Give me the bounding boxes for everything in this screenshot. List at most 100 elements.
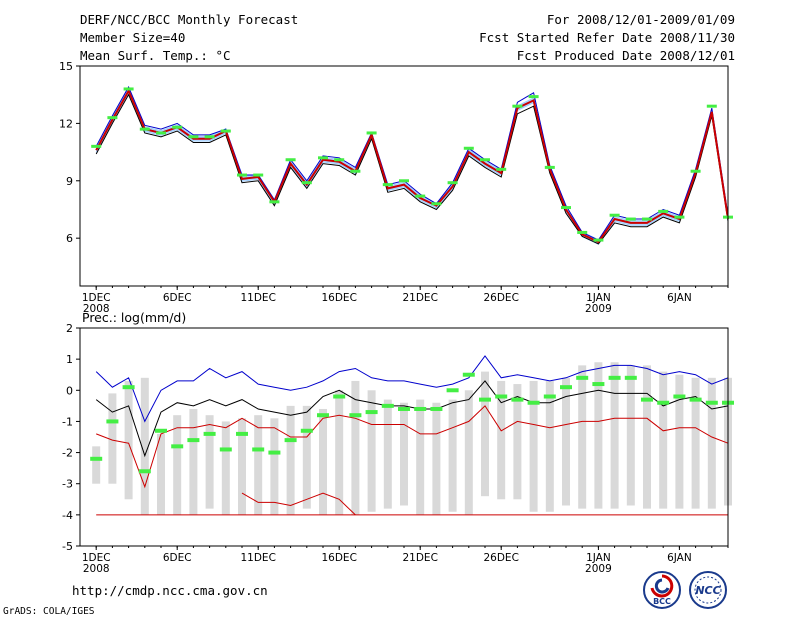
prec-observed-mark: [252, 447, 265, 452]
temp-ytick-label: 15: [59, 60, 73, 73]
temp-observed-mark: [220, 129, 231, 133]
prec-observed-mark: [122, 385, 135, 390]
temp-xtick-year: 2008: [83, 303, 110, 315]
prec-xtick-label: 1JAN: [586, 552, 611, 564]
temp-observed-mark: [690, 169, 701, 173]
prec-min-line: [96, 405, 729, 489]
temp-observed-mark: [188, 135, 199, 139]
temp-member-line: [95, 92, 729, 245]
temp-mean-line: [95, 88, 729, 244]
prec-box: [351, 380, 360, 515]
prec-box: [319, 408, 327, 515]
prec-observed-mark: [673, 394, 686, 399]
prec-observed-mark: [284, 438, 297, 443]
prec-box: [464, 390, 473, 515]
prec-ytick-label: 0: [66, 384, 73, 397]
prec-xtick-year: 2008: [83, 563, 110, 575]
prec-observed-mark: [560, 385, 572, 390]
prec-observed-mark: [576, 375, 589, 380]
prec-box: [124, 380, 133, 500]
prec-box: [529, 380, 538, 512]
prec-box: [578, 365, 587, 509]
temp-xtick-label: 6JAN: [667, 292, 692, 304]
prec-observed-mark: [349, 413, 362, 418]
prec-observed-mark: [203, 431, 216, 436]
temp-observed-mark: [91, 144, 102, 148]
prec-observed-mark: [155, 428, 167, 433]
grads-credit: GrADS: COLA/IGES: [3, 606, 95, 617]
prec-observed-mark: [689, 397, 702, 402]
temp-observed-mark: [593, 238, 604, 242]
temp-ytick-label: 9: [66, 175, 73, 188]
prec-ytick-label: 1: [66, 353, 73, 366]
prec-observed-mark: [657, 400, 670, 405]
temp-observed-mark: [204, 135, 215, 139]
forecast-period: For 2008/12/01-2009/01/09: [546, 12, 735, 27]
temp-member-line: [95, 87, 729, 241]
temp-observed-mark: [382, 183, 393, 187]
prec-observed-mark: [268, 450, 281, 455]
temp-xtick-year: 2009: [585, 303, 612, 315]
source-url[interactable]: http://cmdp.ncc.cma.gov.cn: [72, 583, 268, 598]
temp-observed-mark: [366, 131, 377, 135]
temp-observed-mark: [544, 165, 555, 169]
temp-observed-mark: [561, 206, 571, 210]
prec-box: [383, 399, 392, 509]
prec-observed-mark: [106, 419, 119, 424]
fcst-start-date: Fcst Started Refer Date 2008/11/30: [479, 30, 735, 45]
temp-observed-mark: [496, 167, 507, 171]
temp-lower-line: [95, 93, 729, 245]
prec-observed-mark: [219, 447, 232, 452]
temp-observed-mark: [253, 173, 264, 177]
temp-observed-mark: [350, 169, 361, 173]
prec-xtick-year: 2009: [585, 563, 612, 575]
prec-box: [221, 421, 230, 515]
prec-observed-mark: [414, 406, 427, 411]
prec-mean-line: [95, 380, 729, 458]
member-size: Member Size=40: [80, 30, 186, 45]
temp-xtick-label: 1DEC: [82, 292, 111, 304]
prec-box: [513, 384, 522, 500]
chart-title: DERF/NCC/BCC Monthly Forecast: [80, 12, 299, 27]
prec-ytick-label: 2: [66, 322, 73, 335]
prec-box: [108, 393, 117, 484]
temp-observed-mark: [237, 173, 247, 177]
prec-observed-mark: [365, 410, 378, 415]
prec-observed-mark: [90, 456, 103, 461]
prec-observed-mark: [333, 394, 346, 399]
prec-observed-mark: [592, 382, 605, 387]
temp-observed-mark: [528, 95, 539, 99]
prec-observed-mark: [187, 438, 200, 443]
prec-box: [254, 415, 263, 515]
prec-box: [189, 408, 198, 515]
prec-observed-mark: [511, 397, 524, 402]
prec-label: Prec.: log(mm/d): [82, 310, 186, 325]
temp-observed-mark: [172, 125, 183, 129]
temp-observed-mark: [285, 158, 296, 162]
prec-observed-mark: [138, 469, 151, 474]
prec-xtick-label: 16DEC: [321, 552, 356, 564]
temp-xtick-label: 16DEC: [321, 292, 356, 304]
temp-observed-mark: [480, 158, 490, 162]
prec-xtick-label: 6DEC: [163, 552, 192, 564]
temp-xtick-label: 6DEC: [163, 292, 192, 304]
prec-observed-mark: [446, 388, 459, 393]
prec-xtick-label: 6JAN: [667, 552, 692, 564]
temp-observed-mark: [301, 181, 312, 185]
temp-observed-mark: [642, 217, 652, 221]
temp-observed-mark: [431, 202, 442, 206]
prec-observed-mark: [495, 394, 508, 399]
temp-ytick-label: 12: [59, 117, 73, 130]
temp-observed-mark: [156, 131, 166, 135]
prec-max-line: [95, 355, 729, 423]
variable-label: Mean Surf. Temp.: °C: [80, 48, 231, 63]
temp-xtick-label: 26DEC: [483, 292, 518, 304]
ncc-logo-text: NCC: [695, 584, 720, 597]
prec-ytick-label: -1: [62, 415, 73, 428]
prec-xtick-label: 1DEC: [82, 552, 111, 564]
prec-observed-mark: [236, 431, 248, 436]
prec-box: [157, 433, 165, 515]
